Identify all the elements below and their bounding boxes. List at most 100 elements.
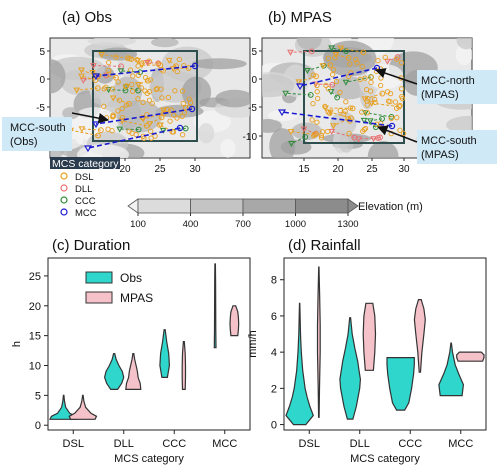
mcc-end-marker bbox=[83, 145, 93, 153]
y-tick-label: 0 bbox=[271, 420, 277, 432]
legend-marker-dll bbox=[60, 184, 68, 192]
storm-start-marker bbox=[185, 65, 192, 71]
dsl-marker bbox=[176, 56, 182, 63]
storm-end-marker bbox=[319, 63, 327, 70]
dsl-marker bbox=[160, 68, 166, 74]
dsl-marker bbox=[314, 89, 320, 95]
y-axis-label: h bbox=[11, 341, 23, 347]
mcc-track bbox=[281, 111, 393, 127]
storm-track bbox=[290, 50, 312, 53]
dsl-marker bbox=[314, 119, 320, 125]
callout-mcc-south-obs bbox=[2, 117, 72, 151]
storm-track bbox=[163, 127, 186, 131]
dsl-marker bbox=[138, 85, 145, 91]
dsl-marker bbox=[158, 86, 164, 92]
storm-start-marker bbox=[126, 100, 132, 107]
dsl-marker bbox=[135, 63, 141, 69]
dsl-marker bbox=[159, 95, 165, 101]
storm-start-marker bbox=[135, 126, 142, 133]
storm-end-marker bbox=[98, 52, 105, 59]
violin-mpas-ccc bbox=[413, 299, 426, 373]
dsl-marker bbox=[347, 105, 354, 111]
y-tick-label: 20 bbox=[29, 301, 41, 313]
storm-track bbox=[81, 69, 99, 77]
x-tick-label-ccc: CCC bbox=[398, 438, 422, 450]
storm-end-marker bbox=[328, 129, 336, 136]
storm-track bbox=[340, 47, 364, 53]
storm-end-marker bbox=[295, 79, 303, 86]
violin-mpas-dsl bbox=[316, 266, 321, 418]
dsl-marker bbox=[110, 112, 116, 118]
dsl-marker bbox=[164, 106, 170, 113]
x-tick-label-dsl: DSL bbox=[299, 438, 320, 450]
map-x-tick-label: 25 bbox=[154, 164, 166, 175]
callout-mcc-south-mpas bbox=[417, 130, 497, 164]
dsl-marker bbox=[106, 67, 112, 74]
dsl-marker bbox=[362, 75, 368, 81]
dsl-marker bbox=[130, 88, 136, 94]
dsl-marker bbox=[314, 82, 320, 89]
y-tick-label: 25 bbox=[29, 271, 41, 283]
storm-track bbox=[137, 60, 150, 62]
legend-label-dsl: DSL bbox=[75, 172, 93, 183]
dsl-marker bbox=[400, 130, 407, 137]
storm-track bbox=[364, 93, 383, 100]
dsl-marker bbox=[115, 79, 121, 85]
y-tick-label: 2 bbox=[271, 383, 277, 395]
storm-end-marker bbox=[78, 126, 86, 133]
storm-track bbox=[120, 70, 141, 73]
terrain-patch bbox=[50, 59, 66, 94]
dsl-marker bbox=[324, 128, 331, 135]
dsl-marker bbox=[362, 125, 369, 132]
dsl-marker bbox=[113, 54, 119, 60]
dsl-marker bbox=[341, 111, 347, 117]
storm-end-marker bbox=[73, 87, 81, 94]
legend-label-ccc: CCC bbox=[75, 196, 96, 207]
dsl-marker bbox=[144, 90, 150, 97]
x-axis-label: MCS category bbox=[114, 453, 184, 465]
terrain-patch bbox=[198, 122, 215, 144]
dsl-marker bbox=[180, 100, 186, 107]
dsl-marker bbox=[388, 115, 394, 122]
colorbar-segment bbox=[190, 198, 244, 214]
dsl-marker bbox=[119, 115, 126, 121]
x-tick-label-ccc: CCC bbox=[162, 438, 186, 450]
storm-start-marker bbox=[302, 134, 309, 140]
storm-start-marker bbox=[379, 90, 386, 97]
x-tick-label-dsl: DSL bbox=[63, 438, 84, 450]
dsl-marker bbox=[174, 68, 181, 75]
storm-end-marker bbox=[78, 67, 85, 74]
legend-swatch-obs bbox=[85, 271, 113, 284]
storm-start-marker bbox=[97, 127, 104, 133]
colorbar-tick-label: 1000 bbox=[285, 219, 306, 230]
storm-start-marker bbox=[135, 87, 141, 94]
storm-end-marker bbox=[288, 141, 295, 148]
dsl-marker bbox=[353, 56, 359, 63]
dsl-marker bbox=[372, 96, 378, 103]
callout-mcc-south-obs-arrow bbox=[71, 112, 110, 124]
dsl-marker bbox=[153, 86, 159, 93]
dsl-marker bbox=[346, 130, 352, 137]
storm-track bbox=[122, 120, 147, 127]
x-tick-label-mcc: MCC bbox=[448, 438, 473, 450]
dsl-marker bbox=[156, 122, 163, 128]
terrain-patch bbox=[455, 44, 472, 66]
dsl-marker bbox=[382, 54, 388, 61]
storm-track bbox=[81, 128, 101, 131]
dsl-marker bbox=[154, 85, 160, 92]
storm-end-marker bbox=[337, 45, 345, 52]
storm-end-marker bbox=[282, 90, 289, 97]
violin-mpas-mcc bbox=[229, 305, 240, 337]
dsl-marker bbox=[149, 100, 155, 107]
storm-end-marker bbox=[304, 68, 311, 75]
mcc-track bbox=[299, 67, 378, 87]
dsl-marker bbox=[342, 108, 348, 114]
dsl-marker bbox=[135, 72, 141, 78]
violin-mpas-dsl bbox=[68, 394, 98, 420]
dsl-marker bbox=[130, 73, 136, 79]
dsl-marker bbox=[135, 96, 141, 102]
storm-end-marker bbox=[105, 87, 112, 94]
storm-start-marker bbox=[308, 48, 315, 55]
